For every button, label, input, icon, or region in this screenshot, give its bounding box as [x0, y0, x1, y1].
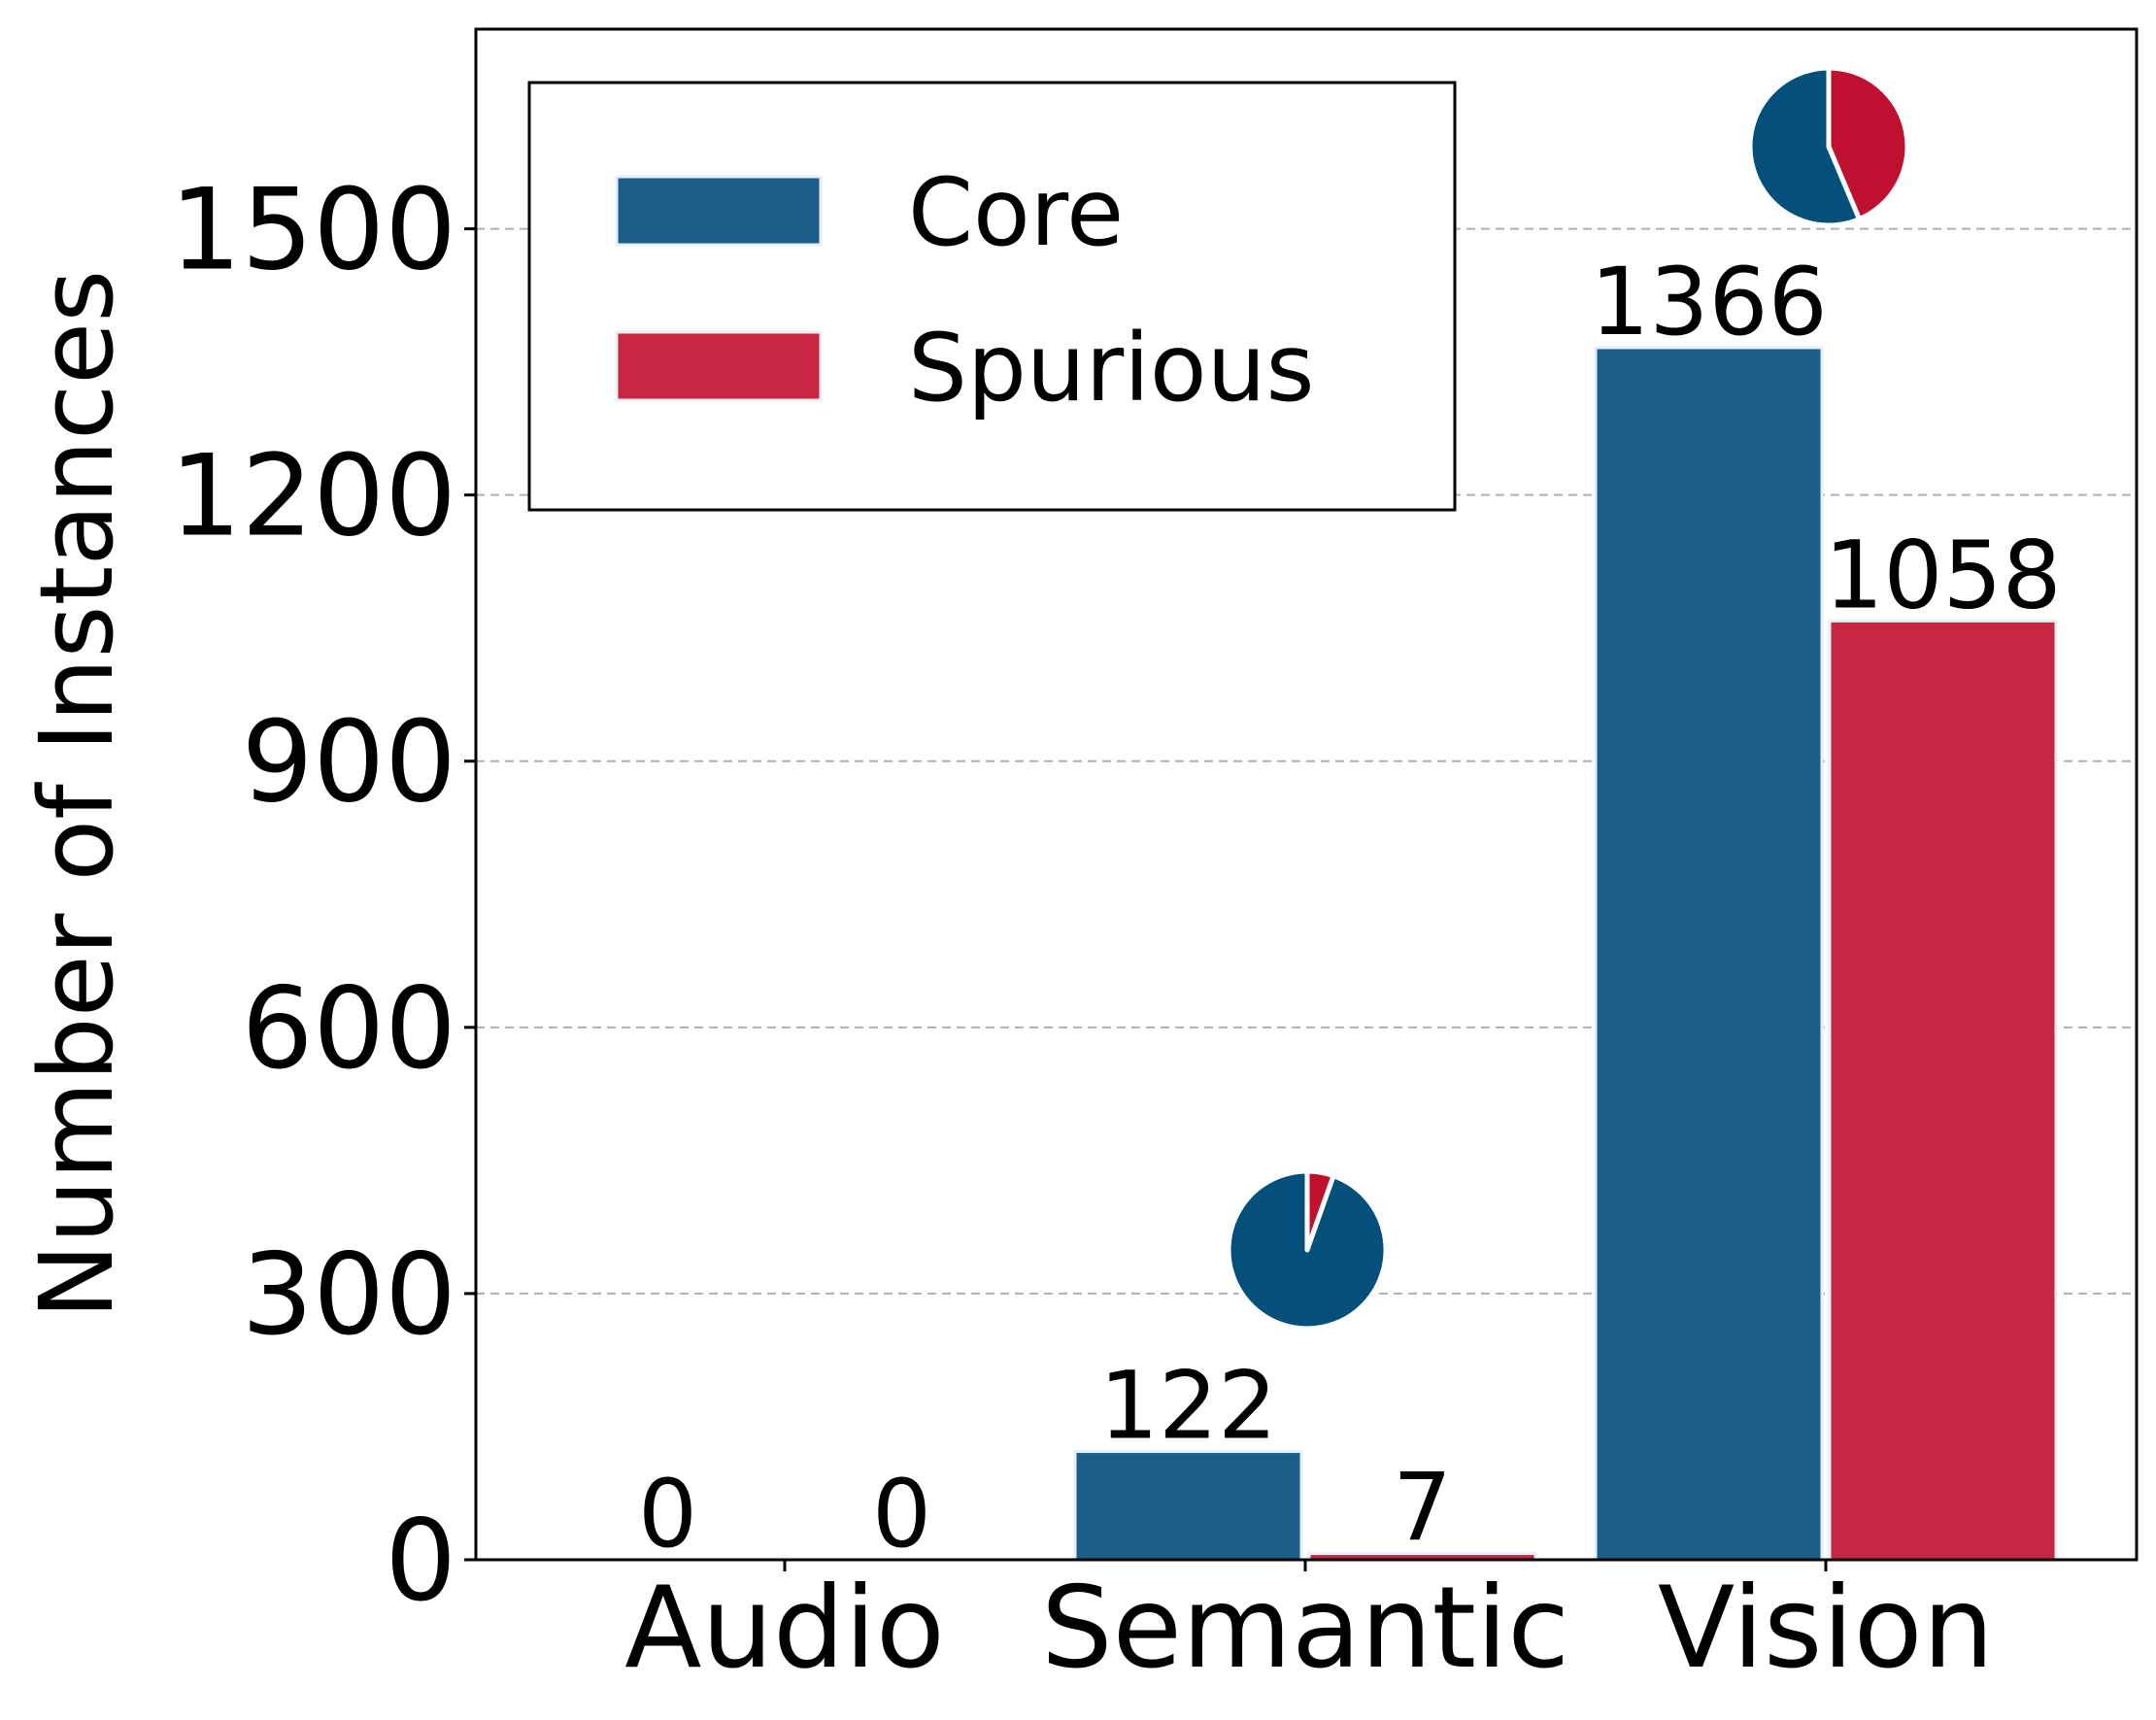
legend-swatch-spurious [615, 330, 823, 402]
value-label-spurious-vision: 1058 [1824, 521, 2061, 629]
x-tick-label-audio: Audio [624, 1563, 945, 1694]
value-label-core-vision: 1366 [1590, 248, 1827, 356]
value-label-spurious-audio: 0 [872, 1460, 931, 1568]
bars [1073, 346, 2058, 1562]
legend: Core Spurious [527, 81, 1457, 512]
y-tick-label-600: 600 [242, 963, 456, 1095]
value-label-core-semantic: 122 [1099, 1352, 1277, 1461]
y-axis: 0 300 600 900 1200 1500 [170, 165, 476, 1627]
pie-slice-spurious-vision [1826, 65, 1910, 222]
bar-spurious-vision [1828, 619, 2058, 1562]
y-tick-label-1200: 1200 [170, 431, 456, 562]
pie-slice-core-semantic [1226, 1168, 1389, 1332]
bar-core-vision [1594, 346, 1824, 1562]
pie-insets [1226, 65, 1910, 1332]
y-tick-label-1500: 1500 [170, 165, 456, 296]
legend-label-core: Core [908, 158, 1124, 267]
y-tick-label-0: 0 [385, 1496, 456, 1627]
value-label-spurious-semantic: 7 [1393, 1454, 1452, 1563]
bar-core-semantic [1073, 1450, 1303, 1562]
y-tick-label-900: 900 [242, 697, 456, 828]
x-tick-label-vision: Vision [1658, 1563, 1994, 1694]
value-labels: 0 122 1366 0 7 1058 [638, 248, 2062, 1568]
pie-inset-vision [1747, 65, 1910, 228]
value-label-core-audio: 0 [638, 1460, 697, 1568]
y-tick-label-300: 300 [242, 1230, 456, 1361]
x-tick-label-semantic: Semantic [1041, 1563, 1569, 1694]
y-axis-title: Number of Instances [17, 270, 136, 1320]
pie-inset-semantic [1226, 1168, 1389, 1332]
pie-slice-core-vision [1747, 65, 1862, 228]
legend-swatch-core [615, 175, 823, 247]
x-axis: Audio Semantic Vision [624, 1560, 1994, 1694]
legend-frame [527, 81, 1457, 512]
legend-label-spurious: Spurious [908, 314, 1314, 422]
